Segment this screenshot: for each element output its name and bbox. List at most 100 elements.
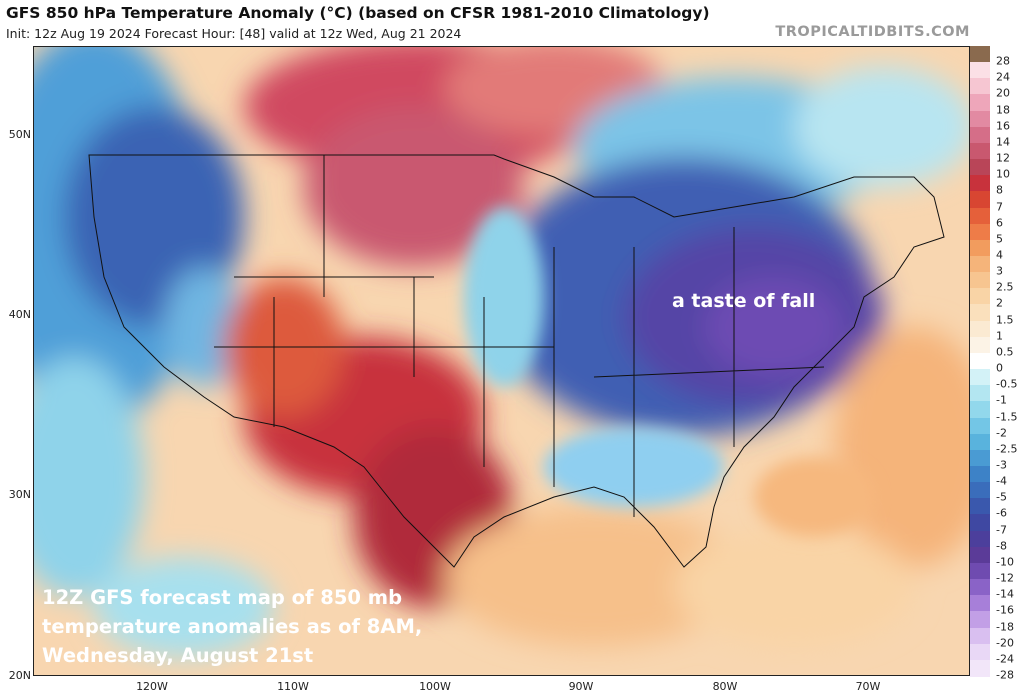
colorbar-cell [970, 401, 990, 419]
colorbar-cell [970, 530, 990, 548]
colorbar-cell [970, 449, 990, 467]
colorbar-cell [970, 659, 990, 677]
colorbar-level-label: -8 [996, 539, 1007, 553]
lon-label-110w: 110W [277, 680, 309, 693]
colorbar-level-label: 2 [996, 296, 1003, 310]
colorbar-level-label: 12 [996, 151, 1010, 165]
colorbar-level-label: -2.5 [996, 442, 1018, 456]
colorbar-cell [970, 175, 990, 192]
colorbar-level-label: -20 [996, 636, 1014, 650]
colorbar-cell [970, 94, 990, 112]
colorbar-cell [970, 482, 990, 499]
colorbar-level-label: -18 [996, 620, 1014, 634]
colorbar-level-label: 7 [996, 200, 1003, 214]
anomaly-map [33, 46, 970, 676]
colorbar-cell [970, 627, 990, 645]
colorbar-level-label: 0 [996, 361, 1003, 375]
colorbar-level-label: 16 [996, 119, 1010, 133]
colorbar-cell [970, 142, 990, 160]
colorbar-cell [970, 352, 990, 370]
anomaly-field [34, 47, 969, 675]
colorbar-cell [970, 46, 990, 63]
colorbar-level-label: -2 [996, 426, 1007, 440]
caption-line: 12Z GFS forecast map of 850 mb [42, 586, 403, 609]
colorbar-cell [970, 514, 990, 532]
colorbar-cell [970, 110, 990, 128]
colorbar-cell [970, 562, 990, 580]
colorbar-cell [970, 223, 990, 241]
colorbar-level-label: -16 [996, 603, 1014, 617]
colorbar-level-label: 6 [996, 216, 1003, 230]
map-caption: 12Z GFS forecast map of 850 mb temperatu… [42, 583, 462, 670]
lon-label-90w: 90W [568, 680, 594, 693]
colorbar-level-label: 28 [996, 54, 1010, 68]
caption-line: temperature anomalies as of 8AM, [42, 615, 423, 638]
colorbar-level-label: 10 [996, 167, 1010, 181]
colorbar-cell [970, 466, 990, 483]
colorbar-level-label: 1 [996, 329, 1003, 343]
colorbar-cell [970, 385, 990, 402]
colorbar-level-label: 14 [996, 135, 1010, 149]
colorbar-level-label: 18 [996, 103, 1010, 117]
colorbar-cell [970, 595, 990, 612]
colorbar-cell [970, 643, 990, 661]
colorbar-level-label: -4 [996, 474, 1007, 488]
colorbar-level-label: -10 [996, 555, 1014, 569]
colorbar-cell [970, 207, 990, 225]
colorbar-level-label: -7 [996, 523, 1007, 537]
lon-label-80w: 80W [712, 680, 738, 693]
colorbar-level-label: -1.5 [996, 410, 1018, 424]
colorbar-cell [970, 611, 990, 629]
colorbar-level-label: 3 [996, 264, 1003, 278]
colorbar-level-label: 1.5 [996, 313, 1014, 327]
colorbar-level-label: 4 [996, 248, 1003, 262]
map-title: GFS 850 hPa Temperature Anomaly (°C) (ba… [6, 4, 710, 22]
colorbar-level-label: -28 [996, 668, 1014, 682]
lat-label-40n: 40N [8, 308, 31, 321]
colorbar-cell [970, 417, 990, 435]
colorbar-cell [970, 78, 990, 96]
colorbar-cell [970, 336, 990, 354]
colorbar-level-label: 5 [996, 232, 1003, 246]
lat-label-50n: 50N [8, 128, 31, 141]
colorbar-cell [970, 272, 990, 289]
caption-line: Wednesday, August 21st [42, 644, 314, 667]
lat-label-30n: 30N [8, 488, 31, 501]
colorbar-cell [970, 304, 990, 322]
colorbar-cell [970, 433, 990, 451]
colorbar-cell [970, 546, 990, 564]
map-subtitle: Init: 12z Aug 19 2024 Forecast Hour: [48… [6, 26, 462, 41]
colorbar-level-label: -1 [996, 393, 1007, 407]
colorbar-level-label: -5 [996, 490, 1007, 504]
lat-label-20n: 20N [8, 669, 31, 682]
colorbar-cell [970, 579, 990, 596]
colorbar-level-label: -14 [996, 587, 1014, 601]
colorbar-level-label: 0.5 [996, 345, 1014, 359]
map-header: GFS 850 hPa Temperature Anomaly (°C) (ba… [0, 0, 1024, 46]
colorbar-level-label: -6 [996, 506, 1007, 520]
colorbar-cell [970, 320, 990, 338]
colorbar-cell [970, 126, 990, 144]
colorbar-cell [970, 288, 990, 306]
colorbar-level-label: 2.5 [996, 280, 1014, 294]
lon-label-120w: 120W [136, 680, 168, 693]
lon-label-100w: 100W [419, 680, 451, 693]
colorbar [970, 46, 990, 677]
brand-watermark: TROPICALTIDBITS.COM [775, 24, 970, 40]
colorbar-level-label: 20 [996, 86, 1010, 100]
colorbar-cell [970, 62, 990, 79]
colorbar-level-label: 24 [996, 70, 1010, 84]
colorbar-cell [970, 369, 990, 386]
colorbar-cell [970, 191, 990, 209]
colorbar-level-label: -24 [996, 652, 1014, 666]
colorbar-level-label: -12 [996, 571, 1014, 585]
colorbar-cell [970, 159, 990, 176]
region-label: a taste of fall [672, 290, 816, 312]
lon-label-70w: 70W [855, 680, 881, 693]
colorbar-cell [970, 256, 990, 273]
colorbar-level-label: -3 [996, 458, 1007, 472]
colorbar-level-label: -0.5 [996, 377, 1018, 391]
colorbar-level-label: 8 [996, 183, 1003, 197]
colorbar-cell [970, 498, 990, 516]
colorbar-cell [970, 239, 990, 257]
